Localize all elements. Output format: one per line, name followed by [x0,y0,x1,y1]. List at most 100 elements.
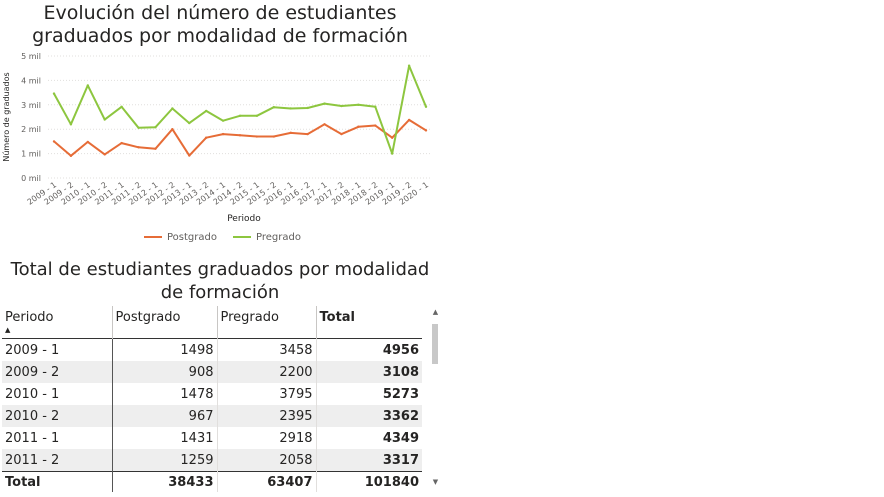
cell-periodo: 2009 - 2 [5,364,60,380]
data-point-postgrado [52,140,56,143]
total-postgrado: 38433 [111,471,217,492]
data-point-pregrado [323,102,326,105]
data-point-pregrado [188,121,191,125]
data-point-postgrado [424,129,428,132]
total-total: 101840 [315,471,422,492]
cell-postgrado: 1498 [111,338,217,361]
scroll-thumb[interactable] [432,324,438,364]
cell-periodo: 2010 - 2 [5,408,60,424]
data-point-postgrado [204,136,208,139]
data-point-postgrado [238,134,242,137]
column-header-label: Periodo [5,310,54,325]
cell-total: 3362 [315,405,422,427]
total-label: Total [2,471,112,492]
data-point-postgrado [340,132,343,136]
data-point-postgrado [154,147,157,150]
column-header-total[interactable]: Total [315,306,422,339]
total-pregrado: 63407 [216,471,316,492]
cell-periodo: 2011 - 2 [5,452,60,468]
data-point-pregrado [120,105,123,109]
table-row: 2009 - 2 908 2200 3108 [2,361,422,383]
table-total-row: Total 38433 63407 101840 [2,471,422,492]
data-point-pregrado [137,126,140,129]
data-table: Periodo ▲ Postgrado Pregrado Total 2009 … [2,306,442,497]
scroll-down-icon[interactable]: ▼ [432,478,439,486]
y-axis-label: Número de graduados [2,72,11,161]
column-header-pregrado[interactable]: Pregrado [216,306,316,339]
legend-item-postgrado[interactable]: Postgrado [144,232,217,243]
y-tick-label: 3 mil [21,101,41,110]
data-point-pregrado [390,152,394,155]
cell-pregrado: 3795 [216,383,316,405]
data-point-pregrado [255,114,259,117]
y-tick-label: 4 mil [21,76,41,85]
chart-title: Evolución del número de estudiantes grad… [32,2,408,47]
cell-pregrado: 3458 [216,338,316,361]
cell-total: 4349 [315,427,422,449]
data-point-postgrado [306,132,309,136]
data-point-pregrado [204,109,208,113]
data-point-postgrado [221,132,225,136]
data-point-postgrado [137,146,140,149]
data-point-postgrado [407,118,411,122]
data-point-pregrado [340,104,343,108]
line-chart: 0 mil 1 mil 2 mil 3 mil 4 mil 5 mil Número de … [2,52,432,224]
data-point-postgrado [289,131,292,135]
data-point-postgrado [188,154,191,157]
data-point-postgrado [255,135,259,138]
cell-pregrado: 2058 [216,449,316,472]
cell-postgrado: 967 [111,405,217,427]
cell-total: 3108 [315,361,422,383]
table-scrollbar[interactable]: ▲ ▼ [431,306,440,489]
legend-label-pregrado: Pregrado [255,231,301,243]
table-row: 2010 - 1 1478 3795 5273 [2,383,422,405]
data-point-pregrado [69,123,73,126]
data-point-pregrado [86,84,90,87]
table-row: 2009 - 1 1498 3458 4956 [2,338,422,361]
data-point-pregrado [289,107,292,110]
data-point-postgrado [323,123,326,126]
y-tick-label: 0 mil [21,174,41,183]
scroll-up-icon[interactable]: ▲ [432,308,439,316]
cell-postgrado: 1478 [111,383,217,405]
data-point-postgrado [120,141,123,145]
cell-total: 4956 [315,338,422,361]
cell-pregrado: 2918 [216,427,316,449]
cell-total: 3317 [315,449,422,472]
data-point-postgrado [69,154,73,158]
data-point-postgrado [374,124,377,127]
table-title: Total de estudiantes graduados por modal… [10,259,430,303]
series-line-postgrado [53,118,427,157]
table-row: 2010 - 2 967 2395 3362 [2,405,422,427]
data-point-postgrado [103,153,106,156]
legend-item-pregrado[interactable]: Pregrado [232,231,301,243]
data-point-pregrado [357,103,360,106]
data-point-pregrado [52,92,56,95]
data-point-postgrado [86,140,90,144]
x-axis-label: Periodo [227,214,261,224]
cell-total: 5273 [315,383,422,405]
data-point-postgrado [390,136,394,139]
column-header-periodo[interactable]: Periodo ▲ [2,306,112,339]
column-header-postgrado[interactable]: Postgrado [111,306,217,339]
cell-pregrado: 2200 [216,361,316,383]
legend-label-postgrado: Postgrado [167,231,217,243]
table-row: 2011 - 2 1259 2058 3317 [2,449,422,472]
legend-swatch-pregrado [232,236,251,238]
data-point-pregrado [306,106,309,110]
y-tick-label: 1 mil [21,150,41,159]
sort-ascending-icon: ▲ [5,326,11,334]
cell-postgrado: 908 [111,361,217,383]
cell-pregrado: 2395 [216,405,316,427]
data-point-postgrado [171,128,174,131]
legend-swatch-postgrado [144,236,162,238]
table-row: 2011 - 1 1431 2918 4349 [2,427,422,449]
data-point-pregrado [171,107,174,110]
data-point-pregrado [103,118,106,121]
data-point-postgrado [272,135,276,138]
data-point-pregrado [154,126,157,129]
y-tick-label: 2 mil [21,125,41,134]
cell-postgrado: 1259 [111,449,217,472]
data-point-pregrado [407,64,411,67]
chart-legend: Postgrado Pregrado [144,229,317,245]
